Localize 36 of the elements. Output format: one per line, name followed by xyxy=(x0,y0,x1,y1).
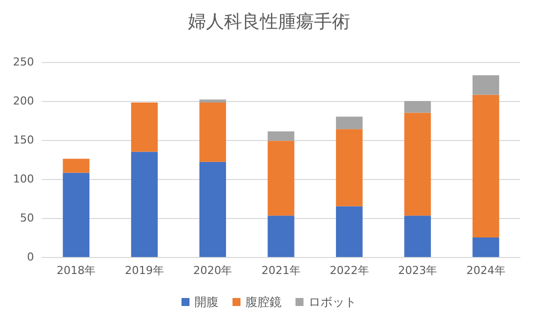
bar xyxy=(62,158,90,173)
bar xyxy=(404,112,431,216)
bar xyxy=(336,206,363,257)
x-tick-label: 2023年 xyxy=(398,264,438,277)
bar xyxy=(199,99,226,103)
bar xyxy=(268,131,294,141)
bar xyxy=(131,152,158,257)
y-tick-label: 50 xyxy=(20,212,34,224)
y-tick-label: 0 xyxy=(27,250,34,264)
bar xyxy=(472,75,500,95)
bar xyxy=(336,129,363,206)
legend-label: 腹腔鏡 xyxy=(246,295,282,309)
x-tick-label: 2020年 xyxy=(193,264,232,277)
bar xyxy=(268,140,294,216)
x-tick-label: 2018年 xyxy=(56,264,96,277)
x-tick-label: 2022年 xyxy=(330,264,369,277)
bar xyxy=(404,101,431,113)
chart-title: 婦人科良性腫瘍手術 xyxy=(188,12,350,32)
x-tick-label: 2021年 xyxy=(262,264,300,277)
bar xyxy=(336,116,363,130)
bar xyxy=(199,102,226,162)
y-tick-label: 100 xyxy=(13,172,34,186)
legend-label: ロボット xyxy=(308,295,356,309)
y-tick-label: 200 xyxy=(13,94,34,108)
bar xyxy=(62,172,90,257)
bar xyxy=(268,216,294,257)
legend-label: 開腹 xyxy=(194,295,218,309)
bar xyxy=(472,238,500,257)
bar xyxy=(404,216,431,257)
x-tick-label: 2019年 xyxy=(124,264,164,277)
bar xyxy=(472,94,500,238)
y-tick-label: 150 xyxy=(13,134,34,146)
y-tick-label: 250 xyxy=(13,56,34,68)
bar xyxy=(131,102,158,152)
x-tick-label: 2024年 xyxy=(466,264,506,277)
bar xyxy=(199,162,226,257)
